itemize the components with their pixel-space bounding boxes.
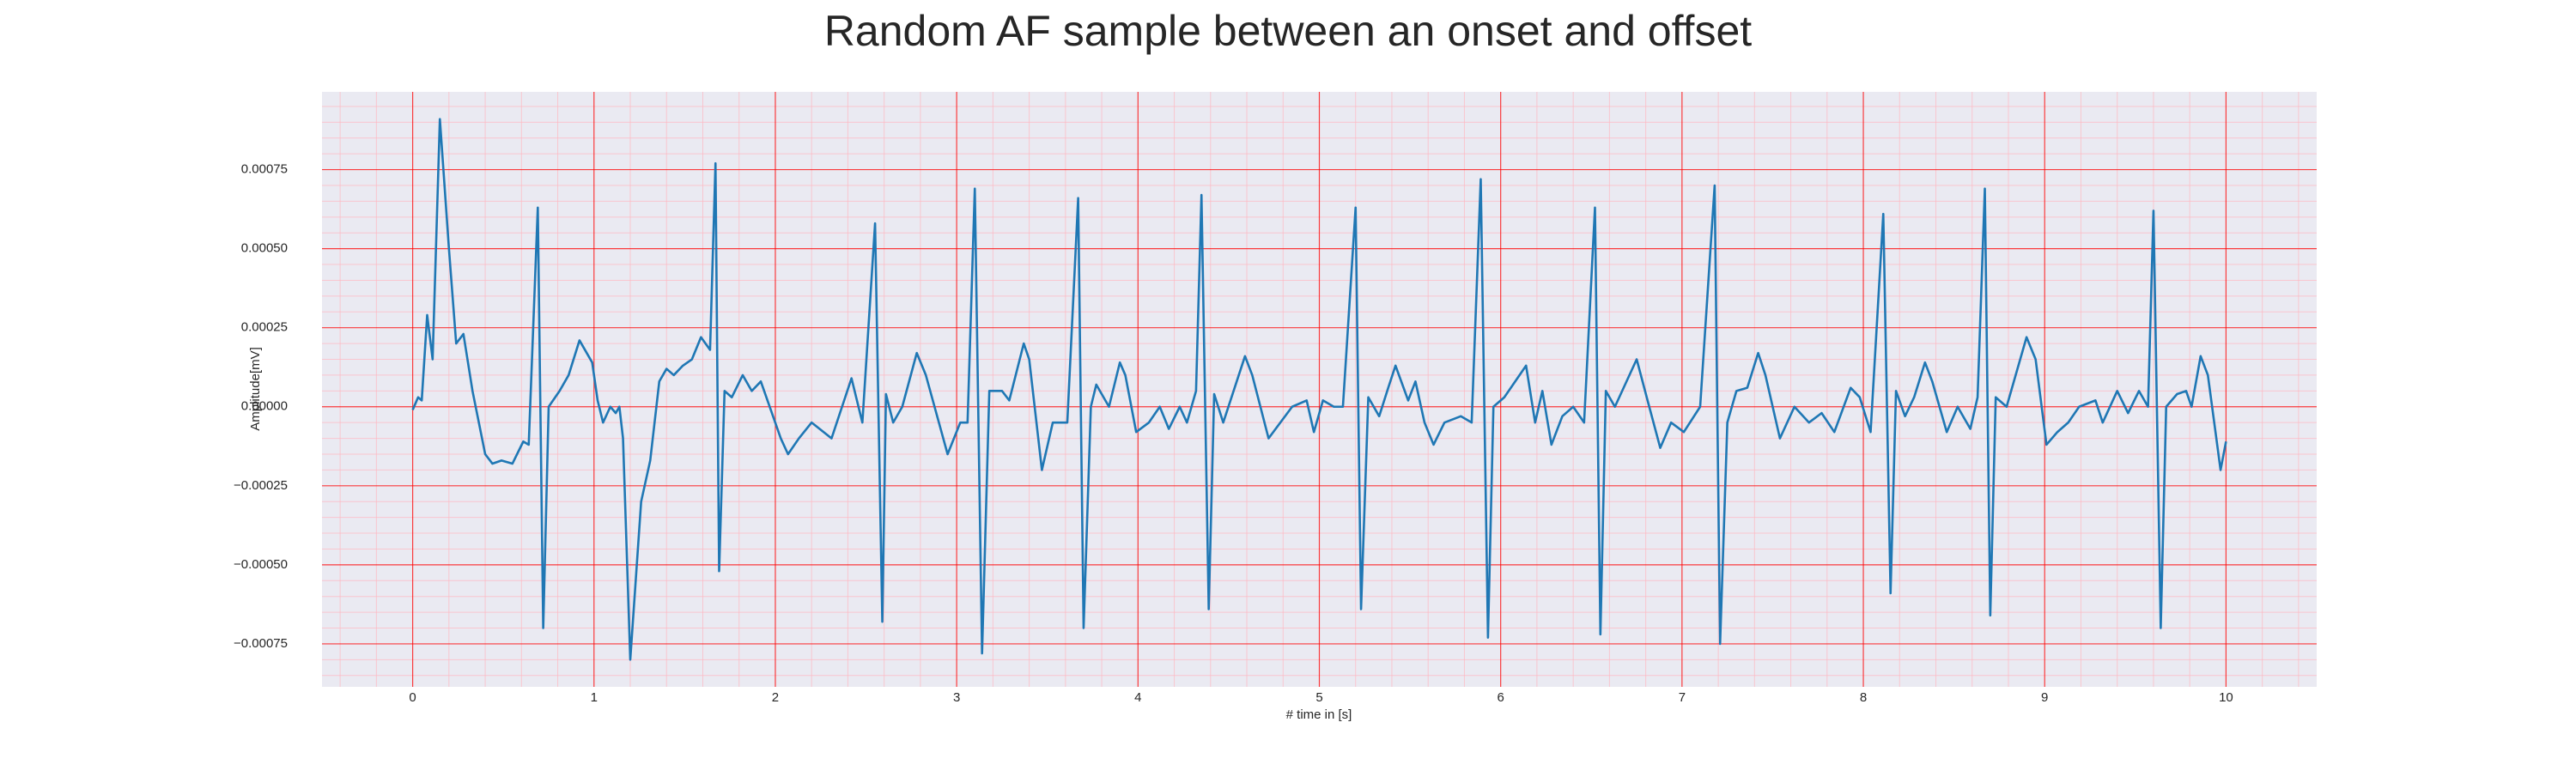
x-tick-label: 5 <box>1315 690 1322 705</box>
major-grid <box>322 92 2317 687</box>
chart-title: Random AF sample between an onset and of… <box>824 7 1752 55</box>
x-axis-label: # time in [s] <box>1286 707 1352 722</box>
x-tick-label: 2 <box>772 690 779 705</box>
y-tick-label: −0.00050 <box>234 557 288 572</box>
x-tick-label: 7 <box>1679 690 1686 705</box>
x-tick-label: 0 <box>409 690 416 705</box>
x-tick-label: 4 <box>1134 690 1141 705</box>
x-tick-label: 10 <box>2219 690 2233 705</box>
data-layer <box>411 118 2227 661</box>
y-tick-label: 0.00075 <box>241 162 288 177</box>
tick-labels: 0 1 2 3 4 5 6 7 8 9 10 −0.00075 −0.00050 −0.00025 0.00… <box>234 162 2233 705</box>
y-tick-label: 0.00025 <box>241 320 288 335</box>
line-series <box>411 118 2227 661</box>
y-tick-label: 0.00050 <box>241 241 288 256</box>
y-tick-label: 0.00000 <box>241 399 288 414</box>
x-tick-label: 8 <box>1860 690 1867 705</box>
y-tick-label: −0.00025 <box>234 478 288 493</box>
x-tick-label: 9 <box>2041 690 2048 705</box>
x-tick-label: 1 <box>591 690 598 705</box>
y-tick-label: −0.00075 <box>234 636 288 651</box>
x-tick-label: 6 <box>1498 690 1504 705</box>
x-tick-label: 3 <box>953 690 960 705</box>
y-axis-label: Amplitude[mV] <box>248 347 263 431</box>
